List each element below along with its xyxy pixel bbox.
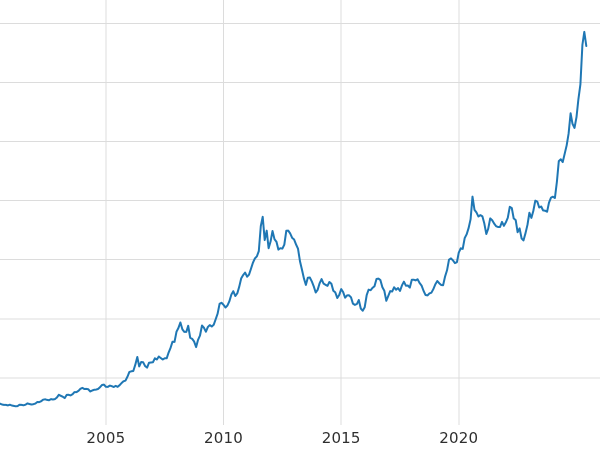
x-tick-label: 2010 — [204, 429, 243, 447]
x-tick-label: 2015 — [321, 429, 361, 447]
x-tick-label: 2005 — [86, 429, 126, 447]
x-tick-label: 2020 — [439, 429, 479, 447]
price-line-series — [0, 30, 588, 408]
